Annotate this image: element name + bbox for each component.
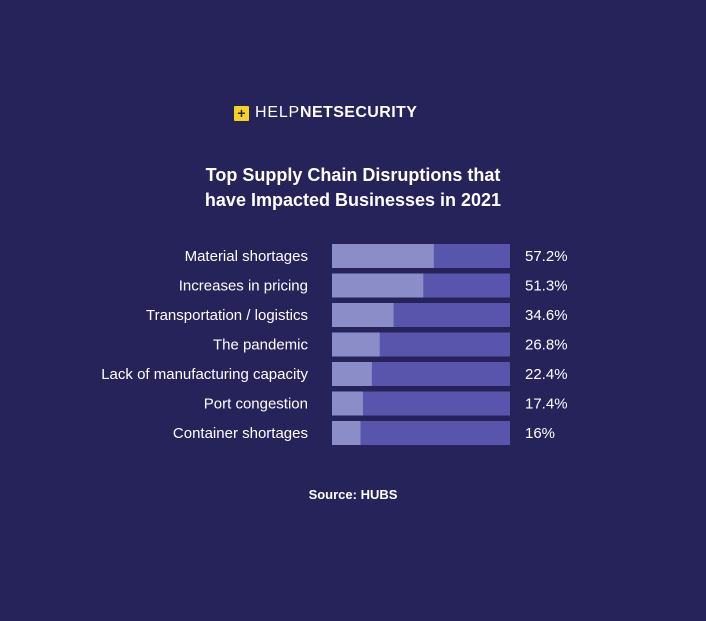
- category-label: The pandemic: [213, 337, 309, 354]
- bar-row: The pandemic 26.8%: [213, 332, 568, 357]
- category-label: Material shortages: [185, 248, 308, 265]
- bar: [332, 362, 372, 386]
- category-label: Transportation / logistics: [146, 307, 308, 324]
- value-label: 57.2%: [525, 248, 568, 265]
- bar: [332, 303, 394, 327]
- bar-row: Container shortages 16%: [173, 421, 555, 445]
- bar-track: [332, 421, 510, 445]
- chart-title-line-2: have Impacted Businesses in 2021: [204, 190, 502, 210]
- value-label: 16%: [525, 425, 555, 442]
- bar: [332, 244, 434, 268]
- logo-text-help: HELP: [255, 104, 300, 121]
- bar: [332, 273, 424, 298]
- value-label: 26.8%: [525, 337, 568, 354]
- category-label: Increases in pricing: [179, 278, 308, 295]
- logo-text-net: NET: [300, 104, 334, 121]
- value-label: 22.4%: [525, 366, 568, 383]
- bar-row: Material shortages 57.2%: [185, 244, 568, 268]
- chart-title-line-1: Top Supply Chain Disruptions that: [205, 165, 501, 185]
- category-label: Port congestion: [204, 396, 308, 413]
- value-label: 51.3%: [525, 278, 568, 295]
- logo-text-security: SECURITY: [333, 104, 418, 121]
- bar-row: Lack of manufacturing capacity 22.4%: [101, 362, 568, 386]
- bar-row: Port congestion 17.4%: [204, 391, 568, 416]
- category-label: Container shortages: [173, 425, 308, 442]
- chart-title: Top Supply Chain Disruptions that have I…: [0, 163, 706, 213]
- bar: [332, 332, 380, 357]
- bar: [332, 421, 361, 445]
- value-label: 34.6%: [525, 307, 568, 324]
- logo-plus-icon: +: [234, 105, 249, 121]
- bar-row: Increases in pricing 51.3%: [179, 273, 568, 298]
- bar-row: Transportation / logistics 34.6%: [146, 303, 568, 327]
- source-note: Source: HUBS: [308, 487, 398, 502]
- category-label: Lack of manufacturing capacity: [101, 366, 308, 383]
- helpnetsecurity-logo: + HELP NET SECURITY: [234, 104, 417, 122]
- value-label: 17.4%: [525, 396, 568, 413]
- bar: [332, 391, 363, 416]
